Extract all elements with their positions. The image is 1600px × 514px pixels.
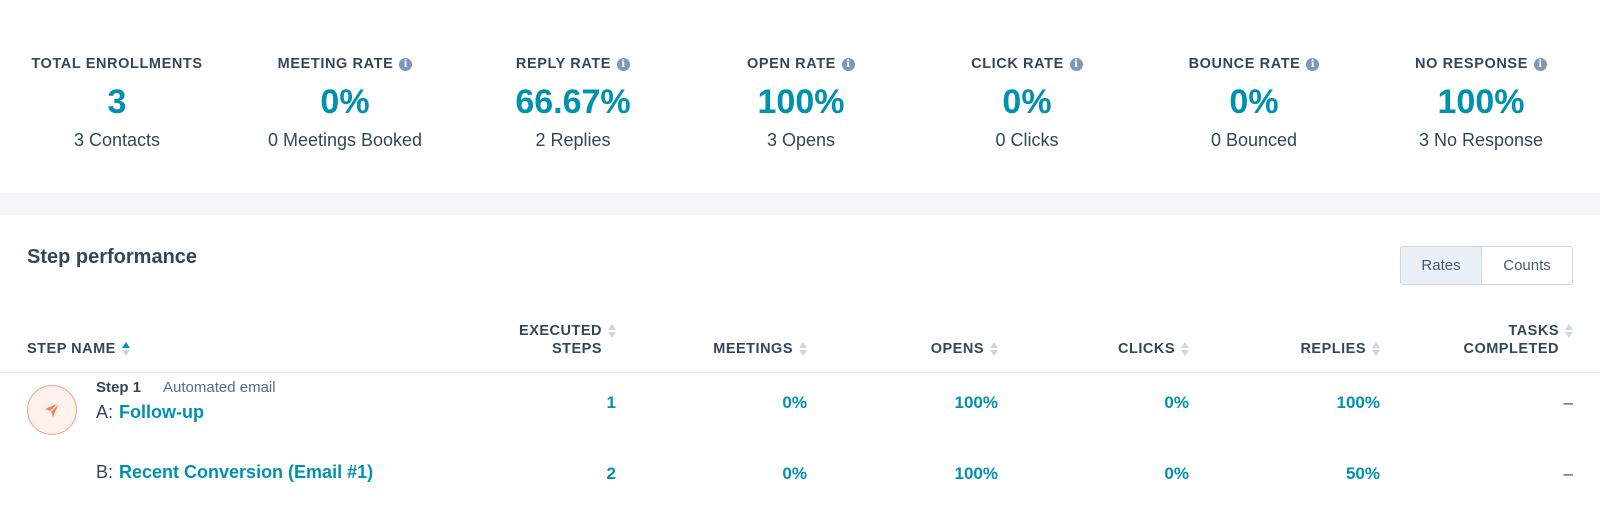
stat-label: REPLY RATE xyxy=(515,56,612,72)
cell-tasks: – xyxy=(1563,393,1573,412)
cell-replies[interactable]: 100% xyxy=(1336,393,1380,412)
column-label: TASKS xyxy=(1508,323,1559,339)
column-header-meetings[interactable]: MEETINGS xyxy=(713,328,807,358)
column-label: COMPLETED xyxy=(1463,341,1559,357)
column-label: OPENS xyxy=(930,341,984,357)
column-header-executed-steps[interactable]: EXECUTED STEPS xyxy=(519,319,616,358)
column-label: STEP NAME xyxy=(27,341,116,357)
stat-sub: 3 Contacts xyxy=(73,130,161,150)
stat-sub: 3 No Response xyxy=(1418,130,1544,150)
column-header-step-name[interactable]: STEP NAME xyxy=(27,328,130,358)
column-header-tasks-completed[interactable]: TASKS COMPLETED xyxy=(1463,319,1573,358)
column-header-opens[interactable]: OPENS xyxy=(931,328,998,358)
column-label: EXECUTED xyxy=(519,323,602,339)
table-row: A: Follow-up xyxy=(96,402,204,423)
table-header-divider xyxy=(0,372,1600,373)
email-link-follow-up[interactable]: Follow-up xyxy=(119,402,204,422)
stat-sub: 0 Clicks xyxy=(995,130,1059,150)
stat-label: NO RESPONSE xyxy=(1415,56,1528,72)
stat-reply-rate: REPLY RATE i 66.67% 2 Replies xyxy=(459,54,687,151)
stat-meeting-rate: MEETING RATE i 0% 0 Meetings Booked xyxy=(231,54,459,151)
info-icon[interactable]: i xyxy=(1069,57,1083,71)
cell-tasks: – xyxy=(1563,464,1573,483)
cell-meetings[interactable]: 0% xyxy=(782,464,807,483)
stat-value: 100% xyxy=(757,83,845,121)
column-header-replies[interactable]: REPLIES xyxy=(1300,328,1380,358)
cell-executed[interactable]: 1 xyxy=(606,393,616,412)
column-header-clicks[interactable]: CLICKS xyxy=(1118,328,1189,358)
stat-label: BOUNCE RATE xyxy=(1188,56,1301,72)
stat-no-response: NO RESPONSE i 100% 3 No Response xyxy=(1367,54,1595,151)
stat-value: 66.67% xyxy=(515,83,631,121)
summary-stats: TOTAL ENROLLMENTS 3 3 Contacts MEETING R… xyxy=(0,0,1600,193)
sort-icon xyxy=(1565,324,1573,338)
step-type: Automated email xyxy=(163,379,276,396)
stat-open-rate: OPEN RATE i 100% 3 Opens xyxy=(687,54,915,151)
stat-label: OPEN RATE xyxy=(747,56,836,72)
cell-clicks[interactable]: 0% xyxy=(1164,393,1189,412)
counts-button[interactable]: Counts xyxy=(1482,247,1572,284)
stat-value: 100% xyxy=(1437,83,1525,121)
stat-label: MEETING RATE xyxy=(277,56,394,72)
paper-plane-icon xyxy=(27,385,77,435)
step-performance-panel: Step performance Rates Counts STEP NAME … xyxy=(0,215,1600,514)
cell-replies[interactable]: 50% xyxy=(1345,464,1380,483)
info-icon[interactable]: i xyxy=(617,57,631,71)
column-label: REPLIES xyxy=(1300,341,1366,357)
stat-value: 0% xyxy=(320,83,370,121)
stat-value: 3 xyxy=(107,83,127,121)
info-icon[interactable]: i xyxy=(1533,57,1547,71)
variant-prefix: B: xyxy=(96,462,114,482)
email-link-recent-conversion[interactable]: Recent Conversion (Email #1) xyxy=(119,462,374,482)
cell-opens[interactable]: 100% xyxy=(954,393,998,412)
step-meta: Step 1 Automated email xyxy=(96,379,276,396)
cell-clicks[interactable]: 0% xyxy=(1164,464,1189,483)
sort-icon xyxy=(608,324,616,338)
section-divider xyxy=(0,193,1600,215)
cell-executed[interactable]: 2 xyxy=(606,464,616,483)
panel-title: Step performance xyxy=(27,246,198,268)
cell-opens[interactable]: 100% xyxy=(954,464,998,483)
stat-value: 0% xyxy=(1002,83,1052,121)
table-row: B: Recent Conversion (Email #1) xyxy=(96,462,373,483)
stat-sub: 2 Replies xyxy=(535,130,611,150)
stat-sub: 3 Opens xyxy=(766,130,836,150)
sort-icon xyxy=(1181,342,1189,356)
sort-ascending-icon xyxy=(121,342,130,356)
variant-prefix: A: xyxy=(96,402,114,422)
stat-bounce-rate: BOUNCE RATE i 0% 0 Bounced xyxy=(1140,54,1368,151)
stat-total-enrollments: TOTAL ENROLLMENTS 3 3 Contacts xyxy=(3,54,231,151)
rates-button[interactable]: Rates xyxy=(1401,247,1482,284)
stat-label: CLICK RATE xyxy=(971,56,1064,72)
stat-value: 0% xyxy=(1229,83,1279,121)
sort-icon xyxy=(799,342,807,356)
sort-icon xyxy=(990,342,998,356)
stat-click-rate: CLICK RATE i 0% 0 Clicks xyxy=(913,54,1141,151)
info-icon[interactable]: i xyxy=(399,57,413,71)
step-number: Step 1 xyxy=(96,379,142,396)
stat-label: TOTAL ENROLLMENTS xyxy=(31,56,203,72)
info-icon[interactable]: i xyxy=(841,57,855,71)
info-icon[interactable]: i xyxy=(1306,57,1320,71)
cell-meetings[interactable]: 0% xyxy=(782,393,807,412)
column-label: MEETINGS xyxy=(713,341,793,357)
column-label: CLICKS xyxy=(1118,341,1175,357)
column-label: STEPS xyxy=(551,341,602,357)
sort-icon xyxy=(1372,342,1380,356)
stat-sub: 0 Bounced xyxy=(1210,130,1298,150)
rates-counts-toggle: Rates Counts xyxy=(1400,246,1573,285)
stat-sub: 0 Meetings Booked xyxy=(267,130,423,150)
